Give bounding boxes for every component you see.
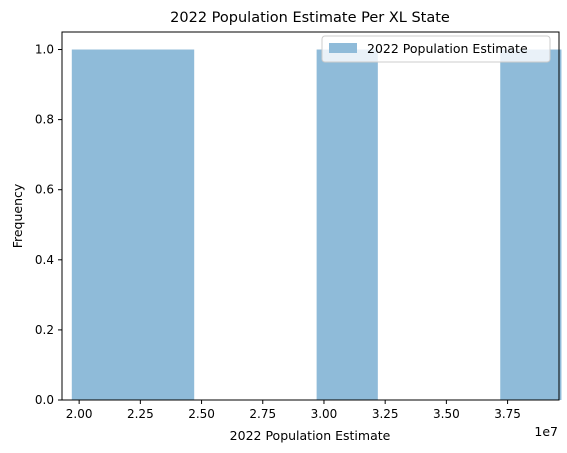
y-tick-label: 0.8	[35, 113, 54, 127]
bars-group	[71, 49, 562, 401]
y-tick-label: 0.0	[35, 393, 54, 407]
legend-swatch	[329, 43, 357, 53]
x-tick-label: 2.50	[188, 407, 215, 421]
chart-title: 2022 Population Estimate Per XL State	[170, 10, 450, 26]
x-axis-label: 2022 Population Estimate	[230, 428, 391, 443]
histogram-bar-1	[71, 49, 195, 401]
plot-frame	[61, 31, 560, 401]
x-tick-label: 3.25	[372, 407, 399, 421]
histogram-bar-2	[316, 49, 378, 401]
x-tick-label: 2.25	[127, 407, 154, 421]
x-tick-label: 3.50	[433, 407, 460, 421]
y-tick-label: 0.2	[35, 323, 54, 337]
y-tick-label: 1.0	[35, 43, 54, 57]
x-tick-label: 2.00	[66, 407, 93, 421]
x-tick-label: 3.00	[311, 407, 338, 421]
x-tick-label: 2.75	[249, 407, 276, 421]
histogram-bar-3	[500, 49, 562, 401]
x-ticks: 2.00 2.25 2.50 2.75 3.00 3.25 3.50 3.75	[66, 400, 521, 421]
legend-label: 2022 Population Estimate	[367, 41, 528, 56]
y-ticks: 0.0 0.2 0.4 0.6 0.8 1.0	[35, 43, 62, 407]
y-tick-label: 0.6	[35, 183, 54, 197]
legend-box	[321, 35, 551, 63]
x-tick-label: 3.75	[494, 407, 521, 421]
y-tick-label: 0.4	[35, 253, 54, 267]
legend: 2022 Population Estimate	[321, 35, 551, 63]
y-axis-label: Frequency	[10, 183, 25, 248]
x-offset-label: 1e7	[534, 424, 558, 439]
